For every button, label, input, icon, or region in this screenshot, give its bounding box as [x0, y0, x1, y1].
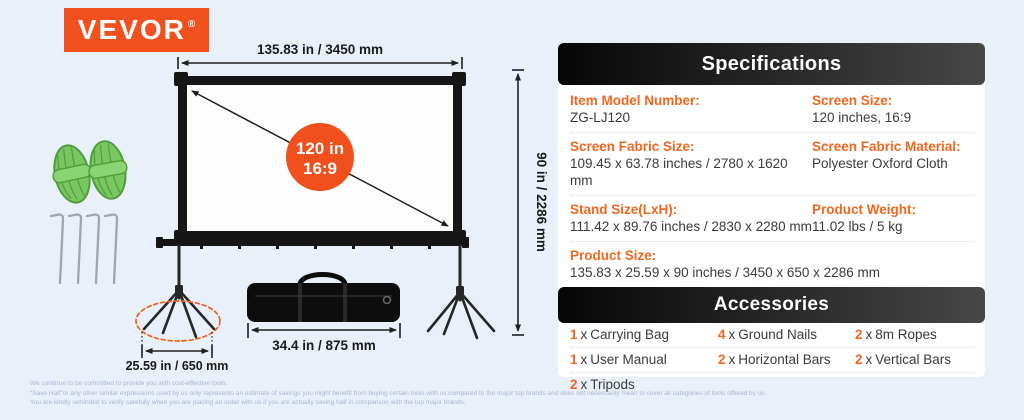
spec-panel: Specifications Item Model Number: ZG-LJ1…	[558, 43, 985, 392]
spec-cell: Screen Fabric Size: 109.45 x 63.78 inche…	[570, 138, 812, 189]
accessories-body: 1 x Carrying Bag 4 x Ground Nails 2 x 8m Ropes…	[558, 323, 985, 397]
accessories-title: Accessories	[713, 294, 830, 315]
spec-value: 111.42 x 89.76 inches / 2830 x 2280 mm	[570, 219, 812, 234]
accessory-name: Carrying Bag	[590, 327, 670, 342]
spec-label: Screen Fabric Material:	[812, 139, 961, 154]
right-tripod	[426, 244, 496, 340]
accessory-multiplier: x	[580, 377, 588, 392]
spec-cell: Item Model Number: ZG-LJ120	[570, 92, 812, 126]
spec-label: Stand Size(LxH):	[570, 202, 678, 217]
accessory-qty: 2	[718, 352, 726, 367]
spec-cell: Screen Fabric Material: Polyester Oxford…	[812, 138, 973, 189]
disclaimer-line: You are kindly reminded to verify carefu…	[30, 399, 466, 406]
badge-size-label: 120 in	[296, 139, 344, 158]
brand-name: VEVOR	[77, 14, 186, 45]
stand-crossbar	[156, 237, 469, 249]
spec-label: Screen Fabric Size:	[570, 139, 695, 154]
spec-value: 109.45 x 63.78 inches / 2780 x 1620 mm	[570, 156, 788, 188]
accessory-name: Vertical Bars	[875, 352, 952, 367]
accessory-name: Ground Nails	[738, 327, 818, 342]
height-dimension: 90 in / 2286 mm	[512, 69, 549, 336]
badge-ratio-label: 16:9	[303, 159, 337, 178]
ground-nails-icon	[49, 213, 119, 285]
accessory-multiplier: x	[728, 327, 736, 342]
left-tripod	[135, 244, 221, 342]
accessory-name: Horizontal Bars	[738, 352, 831, 367]
accessory-item: 4 x Ground Nails	[718, 327, 855, 342]
spec-cell: Stand Size(LxH): 111.42 x 89.76 inches /…	[570, 201, 812, 235]
spec-row: Screen Fabric Size: 109.45 x 63.78 inche…	[570, 133, 973, 196]
disclaimer: We continue to be committed to provide y…	[30, 379, 990, 408]
spec-label: Product Size:	[570, 248, 657, 263]
specifications-body: Item Model Number: ZG-LJ120 Screen Size:…	[558, 85, 985, 287]
accessories-row: 1 x Carrying Bag 4 x Ground Nails 2 x 8m Ropes	[570, 323, 973, 348]
accessories-header: Accessories	[558, 287, 985, 323]
carrying-bag-icon	[247, 272, 400, 322]
vevor-logo: VEVOR ®	[64, 8, 209, 52]
accessory-name: User Manual	[590, 352, 667, 367]
accessory-item: 2 x Tripods	[570, 377, 718, 392]
accessory-multiplier: x	[580, 352, 588, 367]
accessory-item: 2 x 8m Ropes	[855, 327, 973, 342]
accessory-item: 2 x Vertical Bars	[855, 352, 973, 367]
spec-value: ZG-LJ120	[570, 110, 631, 125]
screen-height-label: 90 in / 2286 mm	[534, 152, 549, 252]
screen-size-badge: 120 in 16:9	[286, 123, 354, 191]
accessory-multiplier: x	[728, 352, 736, 367]
specifications-title: Specifications	[701, 52, 842, 75]
accessories-row: 1 x User Manual 2 x Horizontal Bars 2 x Vertic…	[570, 348, 973, 373]
spec-row: Item Model Number: ZG-LJ120 Screen Size:…	[570, 87, 973, 133]
accessory-item: 2 x Horizontal Bars	[718, 352, 855, 367]
spec-value: 11.02 lbs / 5 kg	[812, 219, 903, 234]
spec-cell: Screen Size: 120 inches, 16:9	[812, 92, 973, 126]
accessory-multiplier: x	[580, 327, 588, 342]
specifications-header: Specifications	[558, 43, 985, 85]
registered-mark: ®	[187, 18, 196, 30]
accessory-item: 1 x User Manual	[570, 352, 718, 367]
spec-row: Stand Size(LxH): 111.42 x 89.76 inches /…	[570, 196, 973, 242]
accessories-row: 2 x Tripods	[570, 373, 973, 397]
width-dimension: 135.83 in / 3450 mm	[177, 42, 463, 69]
accessory-name: 8m Ropes	[875, 327, 937, 342]
spec-label: Item Model Number:	[570, 93, 700, 108]
spec-label: Product Weight:	[812, 202, 916, 217]
disclaimer-line: We continue to be committed to provide y…	[30, 380, 228, 387]
tripod-base-width-label: 25.59 in / 650 mm	[126, 359, 229, 373]
accessory-multiplier: x	[865, 327, 873, 342]
accessory-qty: 2	[855, 327, 863, 342]
spec-value: Polyester Oxford Cloth	[812, 156, 948, 171]
disclaimer-line: "Save Half"or any other similar expressi…	[30, 389, 767, 397]
accessory-name: Tripods	[590, 377, 635, 392]
bag-length-label: 34.4 in / 875 mm	[272, 338, 376, 353]
product-diagram: 135.83 in / 3450 mm 90 in / 2286 mm 120 …	[49, 42, 549, 373]
accessory-qty: 1	[570, 352, 578, 367]
projector-screen: 120 in 16:9	[174, 72, 466, 244]
spec-row: Product Size: 135.83 x 25.59 x 90 inches…	[570, 242, 973, 287]
spec-cell: Product Size: 135.83 x 25.59 x 90 inches…	[570, 247, 973, 281]
accessory-multiplier: x	[865, 352, 873, 367]
base-circle-dashed	[135, 300, 221, 342]
accessory-qty: 2	[855, 352, 863, 367]
spec-value: 120 inches, 16:9	[812, 110, 912, 125]
base-dimension: 25.59 in / 650 mm	[126, 332, 229, 373]
spec-value: 135.83 x 25.59 x 90 inches / 3450 x 650 …	[570, 265, 880, 280]
screen-width-label: 135.83 in / 3450 mm	[257, 42, 383, 57]
accessory-qty: 1	[570, 327, 578, 342]
accessory-qty: 4	[718, 327, 726, 342]
spec-label: Screen Size:	[812, 93, 893, 108]
spec-cell: Product Weight: 11.02 lbs / 5 kg	[812, 201, 973, 235]
accessory-item: 1 x Carrying Bag	[570, 327, 718, 342]
bag-dimension: 34.4 in / 875 mm	[247, 323, 401, 353]
accessory-qty: 2	[570, 377, 578, 392]
rope-bundles-icon	[52, 140, 128, 204]
